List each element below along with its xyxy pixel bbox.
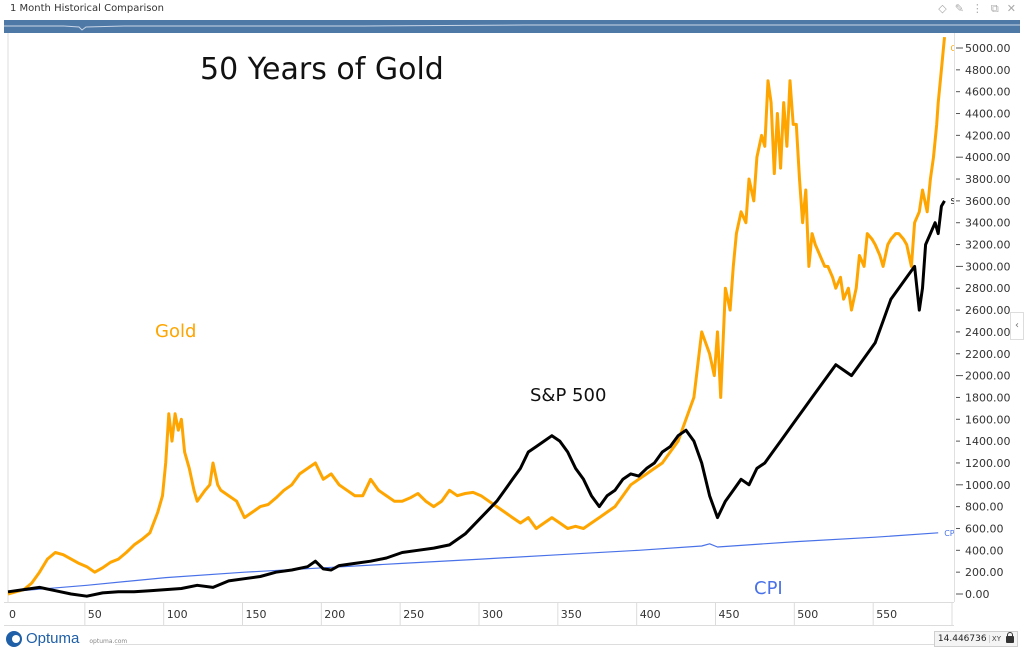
y-tick-label: 5000.00 — [965, 42, 1011, 55]
x-axis-svg: 05010015020025030035040045050055060 — [9, 603, 969, 625]
x-tick-label: 500 — [797, 608, 818, 621]
footer-divider — [115, 644, 945, 645]
lock-icon[interactable] — [1006, 631, 1014, 643]
footer: Optuma optuma.com 14.446736 XY — [0, 626, 1024, 652]
y-tick-label: 3200.00 — [965, 239, 1011, 252]
y-tick-label: 3600.00 — [965, 195, 1011, 208]
y-tick-label: 3400.00 — [965, 217, 1011, 230]
x-tick-label: 450 — [719, 608, 740, 621]
y-tick-label: 4400.00 — [965, 108, 1011, 121]
y-tick-label: 4600.00 — [965, 86, 1011, 99]
y-tick-label: 800.00 — [965, 501, 1004, 514]
x-tick-label: 250 — [403, 608, 424, 621]
window-titlebar: 1 Month Historical Comparison ◇ ✎ ⋮ ⧉ ✕ — [0, 0, 1024, 20]
y-tick-label: 0.00 — [965, 588, 990, 601]
y-tick-label: 600.00 — [965, 523, 1004, 536]
y-tick-label: 4200.00 — [965, 129, 1011, 142]
y-tick-label: 1000.00 — [965, 479, 1011, 492]
y-tick-label: 3800.00 — [965, 173, 1011, 186]
close-icon[interactable]: ✕ — [1006, 2, 1016, 15]
y-tick-label: 2400.00 — [965, 326, 1011, 339]
series-layer — [7, 36, 946, 598]
plot-area[interactable]: CPGOSP 50 Years of Gold Gold S&P 500 CPI — [0, 33, 963, 602]
coordinate-value: 14.446736 — [937, 634, 987, 644]
series-line-cpi[interactable] — [7, 532, 939, 593]
coordinate-readout[interactable]: 14.446736 XY — [933, 631, 1018, 647]
y-tick-label: 2800.00 — [965, 282, 1011, 295]
y-tick-label: 1400.00 — [965, 435, 1011, 448]
x-tick-label: 150 — [246, 608, 267, 621]
more-icon[interactable]: ⋮ — [971, 2, 983, 15]
window-controls: ◇ ✎ ⋮ ⧉ ✕ — [938, 2, 1016, 16]
x-axis[interactable]: 05010015020025030035040045050055060 — [4, 602, 969, 626]
y-tick-label: 4800.00 — [965, 64, 1011, 77]
x-tick-label: 350 — [561, 608, 582, 621]
pin-icon[interactable]: ✎ — [954, 2, 964, 15]
x-tick-label: 50 — [88, 608, 102, 621]
chart-svg: CPGOSP 50 Years of Gold Gold S&P 500 CPI — [7, 33, 963, 602]
cpi-annotation: CPI — [754, 578, 783, 599]
brand-name: Optuma — [26, 630, 80, 647]
restore-icon[interactable]: ⧉ — [990, 2, 999, 15]
brand-url[interactable]: optuma.com — [89, 638, 128, 645]
collapse-panel-button[interactable]: ‹ — [1010, 312, 1024, 340]
y-tick-label: 2600.00 — [965, 304, 1011, 317]
x-tick-label: 100 — [167, 608, 188, 621]
y-tick-label: 4000.00 — [965, 151, 1011, 164]
x-tick-label: 550 — [876, 608, 897, 621]
y-tick-label: 1800.00 — [965, 391, 1011, 404]
x-tick-label: 200 — [324, 608, 345, 621]
diamond-icon[interactable]: ◇ — [938, 2, 947, 15]
y-axis-svg: 0.00 200.00 400.00 600.00 800.00 1000.00 1200.… — [956, 42, 1011, 601]
y-tick-label: 2200.00 — [965, 348, 1011, 361]
optuma-logo-icon — [6, 630, 22, 647]
y-tick-label: 200.00 — [965, 566, 1004, 579]
optuma-logo: Optuma optuma.com — [6, 630, 127, 647]
y-tick-label: 400.00 — [965, 544, 1004, 557]
series-line-gold[interactable] — [7, 36, 946, 596]
y-axis[interactable]: 0.00 200.00 400.00 600.00 800.00 1000.00 1200.… — [954, 33, 1024, 602]
xy-toggle[interactable]: XY — [988, 635, 1003, 643]
y-tick-label: 1600.00 — [965, 413, 1011, 426]
end-labels: CPGOSP — [944, 44, 963, 538]
series-line-s-p-500[interactable] — [7, 200, 946, 598]
x-tick-label: 300 — [482, 608, 503, 621]
overview-scrollbar[interactable] — [4, 20, 1020, 33]
chart-title: 50 Years of Gold — [200, 52, 444, 87]
x-tick-label: 0 — [9, 608, 16, 621]
gold-annotation: Gold — [155, 321, 196, 342]
overview-sparkline — [4, 24, 1020, 31]
y-tick-label: 3000.00 — [965, 260, 1011, 273]
y-tick-label: 2000.00 — [965, 370, 1011, 383]
y-tick-label: 1200.00 — [965, 457, 1011, 470]
x-tick-label: 400 — [640, 608, 661, 621]
end-label-cpi: CP — [944, 529, 954, 538]
window-title: 1 Month Historical Comparison — [10, 3, 164, 14]
sp500-annotation: S&P 500 — [530, 385, 606, 406]
